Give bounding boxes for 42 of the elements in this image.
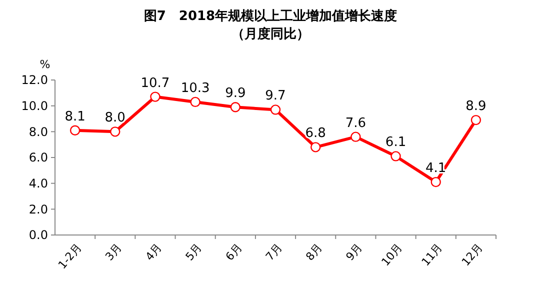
- x-tick-label: 4月: [142, 241, 164, 264]
- x-tick-label: 1-2月: [56, 241, 84, 272]
- data-label: 8.1: [64, 109, 86, 124]
- chart-subtitle: （月度同比）: [232, 26, 310, 42]
- data-label: 6.1: [385, 135, 406, 150]
- y-tick-label: 12.0: [21, 73, 48, 88]
- point: [390, 151, 401, 162]
- y-axis-title: %: [40, 58, 50, 71]
- point: [230, 102, 241, 112]
- y-tick-label: 0.0: [28, 228, 48, 242]
- y-tick-label: 2.0: [28, 202, 48, 216]
- y-tick-label: 6.0: [28, 150, 48, 165]
- point: [350, 132, 361, 142]
- x-tick-label: 7月: [263, 241, 285, 264]
- data-label: 7.6: [345, 116, 366, 131]
- y-tick-label: 8.0: [28, 124, 48, 139]
- x-tick-label: 10月: [378, 241, 406, 269]
- data-label: 10.7: [140, 76, 170, 91]
- data-label: 9.9: [225, 86, 246, 102]
- point: [70, 125, 80, 136]
- data-label: 6.8: [305, 126, 326, 142]
- point: [190, 96, 200, 108]
- x-tick-label: 11月: [419, 241, 446, 269]
- point: [310, 142, 321, 152]
- chart-title: 图7 2018年规模以上工业增加值增长速度: [144, 8, 398, 24]
- point: [150, 92, 160, 102]
- point: [470, 114, 482, 126]
- x-tick-label: 8月: [303, 241, 325, 264]
- data-label: 9.7: [265, 88, 286, 104]
- data-label: 8.0: [104, 110, 126, 126]
- x-tick-label: 12月: [459, 241, 486, 269]
- data-label: 10.3: [180, 80, 210, 96]
- data-label: 8.9: [466, 99, 486, 114]
- y-tick-label: 4.0: [28, 176, 48, 191]
- point: [270, 104, 281, 115]
- y-tick-label: 10.0: [21, 99, 48, 114]
- point: [430, 176, 441, 188]
- x-tick-label: 3月: [102, 241, 124, 264]
- x-tick-label: 9月: [343, 241, 365, 264]
- x-tick-label: 5月: [183, 241, 205, 264]
- point: [110, 126, 120, 137]
- x-tick-label: 6月: [223, 241, 245, 264]
